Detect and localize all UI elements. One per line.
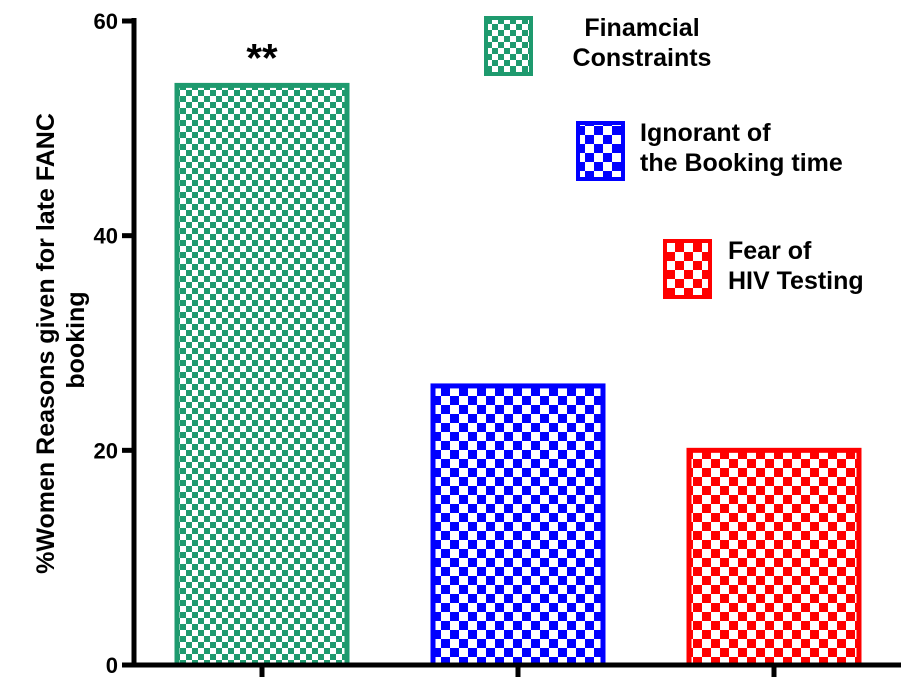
legend-label-2-line-2: the Booking time xyxy=(640,149,843,177)
legend-label-2-line-1: Ignorant of xyxy=(640,119,771,147)
y-axis-title: %Women Reasons given for late FANC booki… xyxy=(32,106,90,574)
y-axis-title-line-2: booking xyxy=(62,291,90,388)
legend-label-1-line-2: Constraints xyxy=(573,44,712,72)
legend-label-3: Fear of HIV Testing xyxy=(728,237,864,295)
y-axis-title-line-1: %Women Reasons given for late FANC xyxy=(32,113,60,574)
legend-label-1: Finamcial Constraints xyxy=(573,14,712,72)
legend-swatch-1 xyxy=(484,16,533,76)
legend-label-1-line-1: Finamcial xyxy=(584,14,699,42)
y-tick-label-40: 40 xyxy=(94,224,118,249)
legend-label-2: Ignorant of the Booking time xyxy=(640,119,843,177)
bar-1 xyxy=(174,82,350,668)
y-tick-label-0: 0 xyxy=(106,653,118,677)
bar-2 xyxy=(430,383,606,668)
bar-3 xyxy=(686,447,862,668)
y-tick-label-20: 20 xyxy=(94,438,118,463)
legend-label-3-line-1: Fear of xyxy=(728,237,812,265)
legend-label-3-line-2: HIV Testing xyxy=(728,267,864,295)
legend-swatch-3 xyxy=(663,239,712,299)
significance-annotation: ** xyxy=(246,36,278,80)
y-tick-label-60: 60 xyxy=(94,9,118,34)
legend-swatch-2 xyxy=(576,121,625,181)
